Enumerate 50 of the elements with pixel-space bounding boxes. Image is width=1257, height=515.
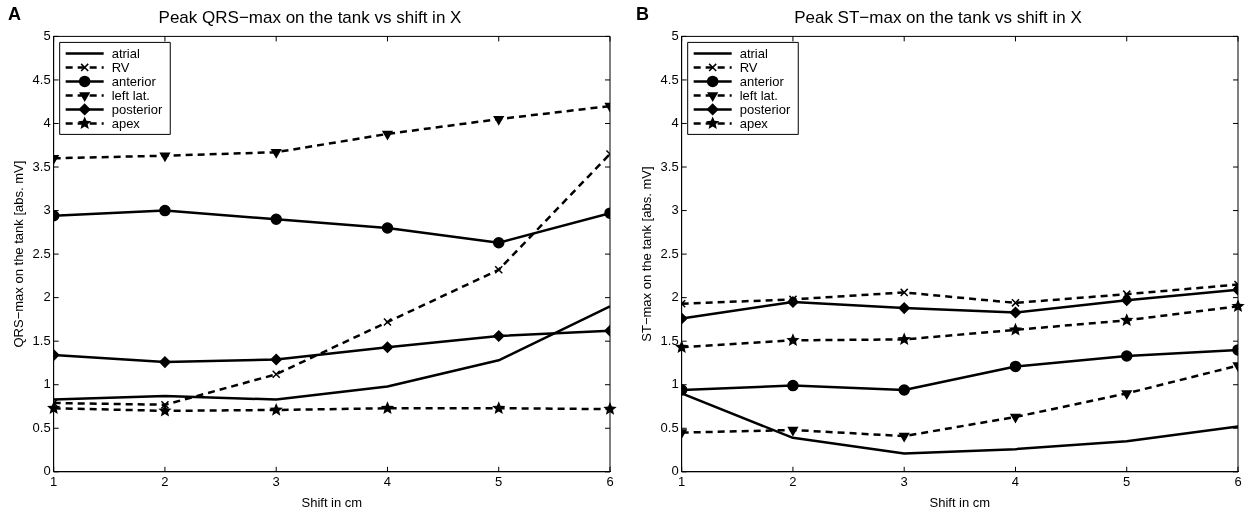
- x-tick-label: 3: [272, 474, 280, 490]
- y-tick-label: 3.5: [32, 158, 51, 174]
- x-tick-label: 3: [900, 474, 908, 490]
- y-tick-label: 3: [671, 202, 679, 218]
- legend-label: anterior: [111, 73, 157, 89]
- x-tick-label: 5: [1123, 474, 1131, 490]
- text: A: [8, 3, 21, 24]
- chart-title: Peak ST−max on the tank vs shift in X: [794, 7, 1082, 27]
- y-tick-label: 0: [671, 463, 679, 479]
- y-tick-label: 5: [671, 27, 679, 43]
- y-tick-label: 4: [671, 115, 679, 131]
- x-tick-label: 4: [1011, 474, 1020, 490]
- x-tick-label: 6: [606, 474, 614, 490]
- y-tick-label: 1.5: [660, 332, 679, 348]
- text: B: [636, 3, 649, 24]
- y-tick-label: 4.5: [32, 71, 51, 87]
- y-tick-label: 4: [43, 115, 51, 131]
- y-tick-label: 5: [43, 27, 51, 43]
- y-tick-label: 2: [43, 289, 51, 305]
- y-tick-label: 2.5: [32, 245, 51, 261]
- legend-label: left lat.: [739, 87, 778, 103]
- legend-label: posterior: [739, 101, 791, 117]
- y-axis-title: ST−max on the tank [abs. mV]: [639, 166, 655, 342]
- y-tick-label: 0.5: [660, 419, 679, 435]
- legend-label: atrial: [111, 45, 140, 61]
- y-tick-label: 1.5: [32, 332, 51, 348]
- chart-title: Peak QRS−max on the tank vs shift in X: [158, 7, 462, 27]
- y-tick-label: 0.5: [32, 419, 51, 435]
- x-axis-title: Shift in cm: [301, 494, 363, 510]
- y-tick-label: 2.5: [660, 245, 679, 261]
- legend-label: left lat.: [111, 87, 150, 103]
- y-axis-title: QRS−max on the tank [abs. mV]: [11, 160, 27, 348]
- x-tick-label: 2: [161, 474, 169, 490]
- y-tick-label: 1: [43, 376, 51, 392]
- legend-label: posterior: [111, 101, 163, 117]
- x-tick-label: 2: [789, 474, 797, 490]
- y-tick-label: 1: [671, 376, 679, 392]
- legend-label: anterior: [739, 73, 785, 89]
- y-tick-label: 3.5: [660, 158, 679, 174]
- y-tick-label: 4.5: [660, 71, 679, 87]
- x-tick-label: 6: [1234, 474, 1242, 490]
- x-axis-title: Shift in cm: [929, 494, 991, 510]
- y-tick-label: 2: [671, 289, 679, 305]
- legend-label: RV: [111, 59, 130, 75]
- x-tick-label: 5: [495, 474, 503, 490]
- x-tick-label: 4: [383, 474, 392, 490]
- y-tick-label: 3: [43, 202, 51, 218]
- y-tick-label: 0: [43, 463, 51, 479]
- legend-label: atrial: [739, 45, 768, 61]
- legend-label: RV: [739, 59, 758, 75]
